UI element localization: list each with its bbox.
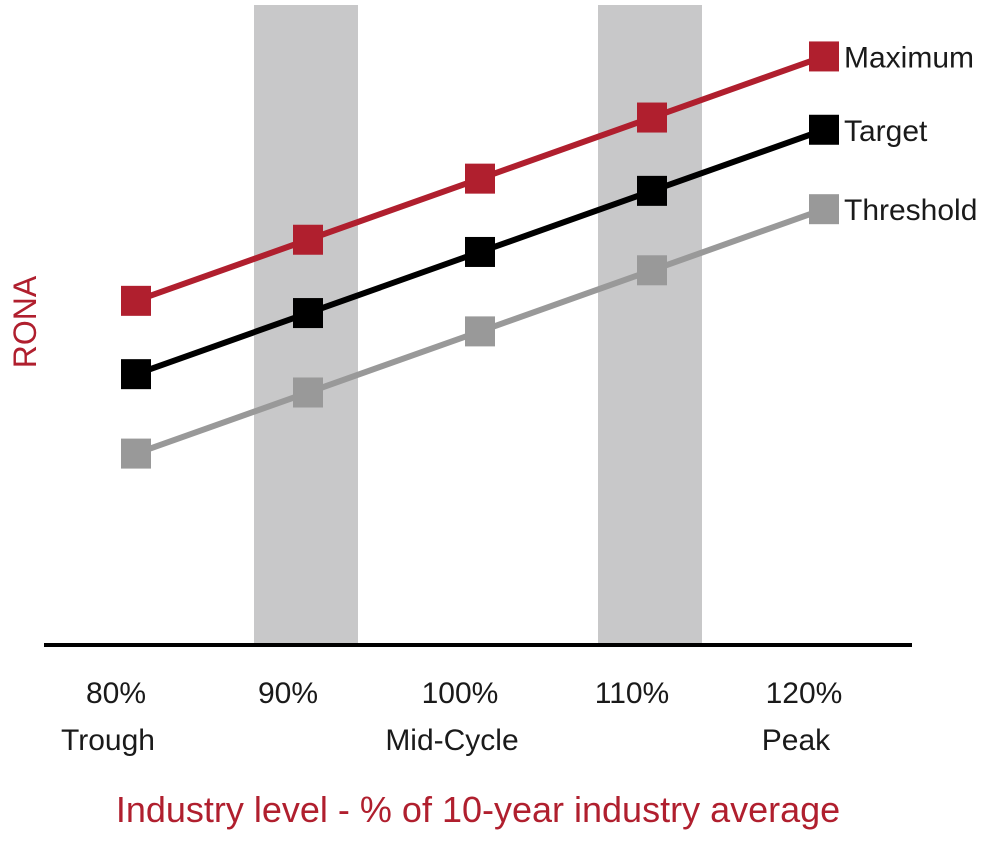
data-point-target-3	[637, 175, 667, 206]
x-sub-label: Mid-Cycle	[385, 724, 518, 757]
data-point-target-2	[465, 236, 495, 267]
data-point-maximum-2	[465, 163, 495, 194]
data-point-threshold-0	[121, 438, 151, 469]
x-tick-label: 110%	[595, 677, 670, 710]
x-sub-labels: Trough Mid-Cycle Peak	[61, 724, 831, 757]
data-point-target-0	[121, 359, 151, 390]
shaded-band-110pct	[598, 5, 702, 643]
x-tick-label: 120%	[766, 677, 843, 710]
x-axis-label: Industry level - % of 10-year industry a…	[116, 789, 840, 830]
x-tick-labels: 80% 90% 100% 110% 120%	[86, 677, 842, 710]
x-sub-label: Trough	[61, 724, 155, 757]
data-point-target-1	[293, 298, 323, 329]
data-point-threshold-4	[809, 194, 839, 225]
data-point-threshold-3	[637, 255, 667, 286]
series-layer	[121, 41, 839, 469]
data-point-threshold-1	[293, 377, 323, 408]
y-axis-label: RONA	[7, 275, 43, 368]
x-sub-label: Peak	[762, 724, 831, 757]
data-point-maximum-0	[121, 285, 151, 316]
legend-label-maximum: Maximum	[844, 41, 974, 74]
data-point-target-4	[809, 114, 839, 145]
x-tick-label: 80%	[86, 677, 146, 710]
data-point-maximum-1	[293, 224, 323, 255]
legend: Maximum Target Threshold	[844, 41, 977, 227]
legend-label-target: Target	[844, 115, 928, 148]
data-point-maximum-3	[637, 102, 667, 133]
series-threshold	[121, 194, 839, 469]
data-point-maximum-4	[809, 41, 839, 72]
legend-label-threshold: Threshold	[844, 194, 977, 227]
data-point-threshold-2	[465, 316, 495, 347]
x-tick-label: 100%	[422, 677, 499, 710]
x-tick-label: 90%	[258, 677, 318, 710]
series-target	[121, 114, 839, 390]
series-maximum	[121, 41, 839, 316]
